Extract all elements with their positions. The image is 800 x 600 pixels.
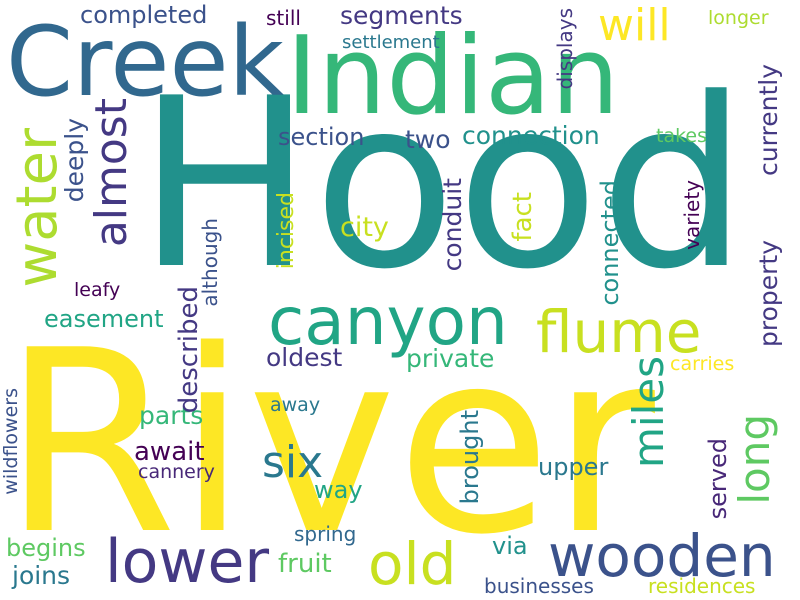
word-flume: flume: [536, 298, 702, 366]
word-six: six: [262, 437, 324, 488]
word-displays: displays: [553, 8, 577, 90]
word-property: property: [754, 240, 783, 348]
word-variety: variety: [680, 180, 704, 250]
word-miles: miles: [624, 356, 673, 468]
word-served: served: [704, 438, 732, 520]
word-easement: easement: [44, 305, 164, 333]
word-joins: joins: [12, 561, 71, 590]
word-indian: Indian: [286, 14, 620, 139]
word-way: way: [314, 476, 363, 504]
word-old: old: [368, 530, 457, 598]
word-deeply: deeply: [60, 118, 89, 203]
word-cannery: cannery: [138, 461, 215, 483]
word-wildflowers: wildflowers: [0, 388, 22, 495]
word-connected: connected: [596, 180, 624, 306]
word-will: will: [598, 0, 671, 51]
word-private: private: [406, 344, 495, 373]
word-via: via: [492, 532, 528, 560]
word-carries: carries: [670, 353, 735, 375]
word-businesses: businesses: [484, 574, 594, 598]
word-brought: brought: [456, 410, 484, 505]
word-two: two: [405, 125, 451, 154]
word-hood: Hood: [137, 49, 748, 321]
word-canyon: canyon: [268, 283, 508, 360]
word-city: city: [340, 212, 389, 243]
word-oldest: oldest: [266, 343, 343, 372]
word-described: described: [174, 286, 204, 414]
word-takes: takes: [656, 125, 708, 147]
word-almost: almost: [86, 98, 137, 248]
word-parts: parts: [139, 401, 204, 430]
word-away: away: [270, 394, 321, 416]
word-completed: completed: [80, 1, 208, 29]
word-creek: Creek: [6, 6, 285, 118]
word-fact: fact: [508, 192, 538, 242]
word-await: await: [134, 437, 205, 467]
word-longer: longer: [708, 7, 769, 29]
word-section: section: [278, 123, 365, 151]
word-river: River: [2, 297, 655, 590]
word-still: still: [266, 6, 301, 30]
word-begins: begins: [6, 534, 86, 562]
word-wooden: wooden: [548, 522, 776, 590]
word-segments: segments: [340, 1, 463, 30]
word-water: water: [5, 128, 70, 288]
word-conduit: conduit: [438, 178, 467, 272]
word-leafy: leafy: [74, 279, 121, 301]
word-connection: connection: [462, 121, 600, 150]
word-long: long: [730, 414, 779, 505]
word-fruit: fruit: [278, 549, 332, 579]
word-lower: lower: [105, 527, 270, 597]
word-spring: spring: [294, 522, 357, 546]
word-residences: residences: [648, 574, 756, 598]
word-incised: incised: [274, 192, 299, 270]
word-currently: currently: [754, 64, 783, 176]
word-settlement: settlement: [342, 32, 440, 53]
word-upper: upper: [538, 453, 609, 481]
